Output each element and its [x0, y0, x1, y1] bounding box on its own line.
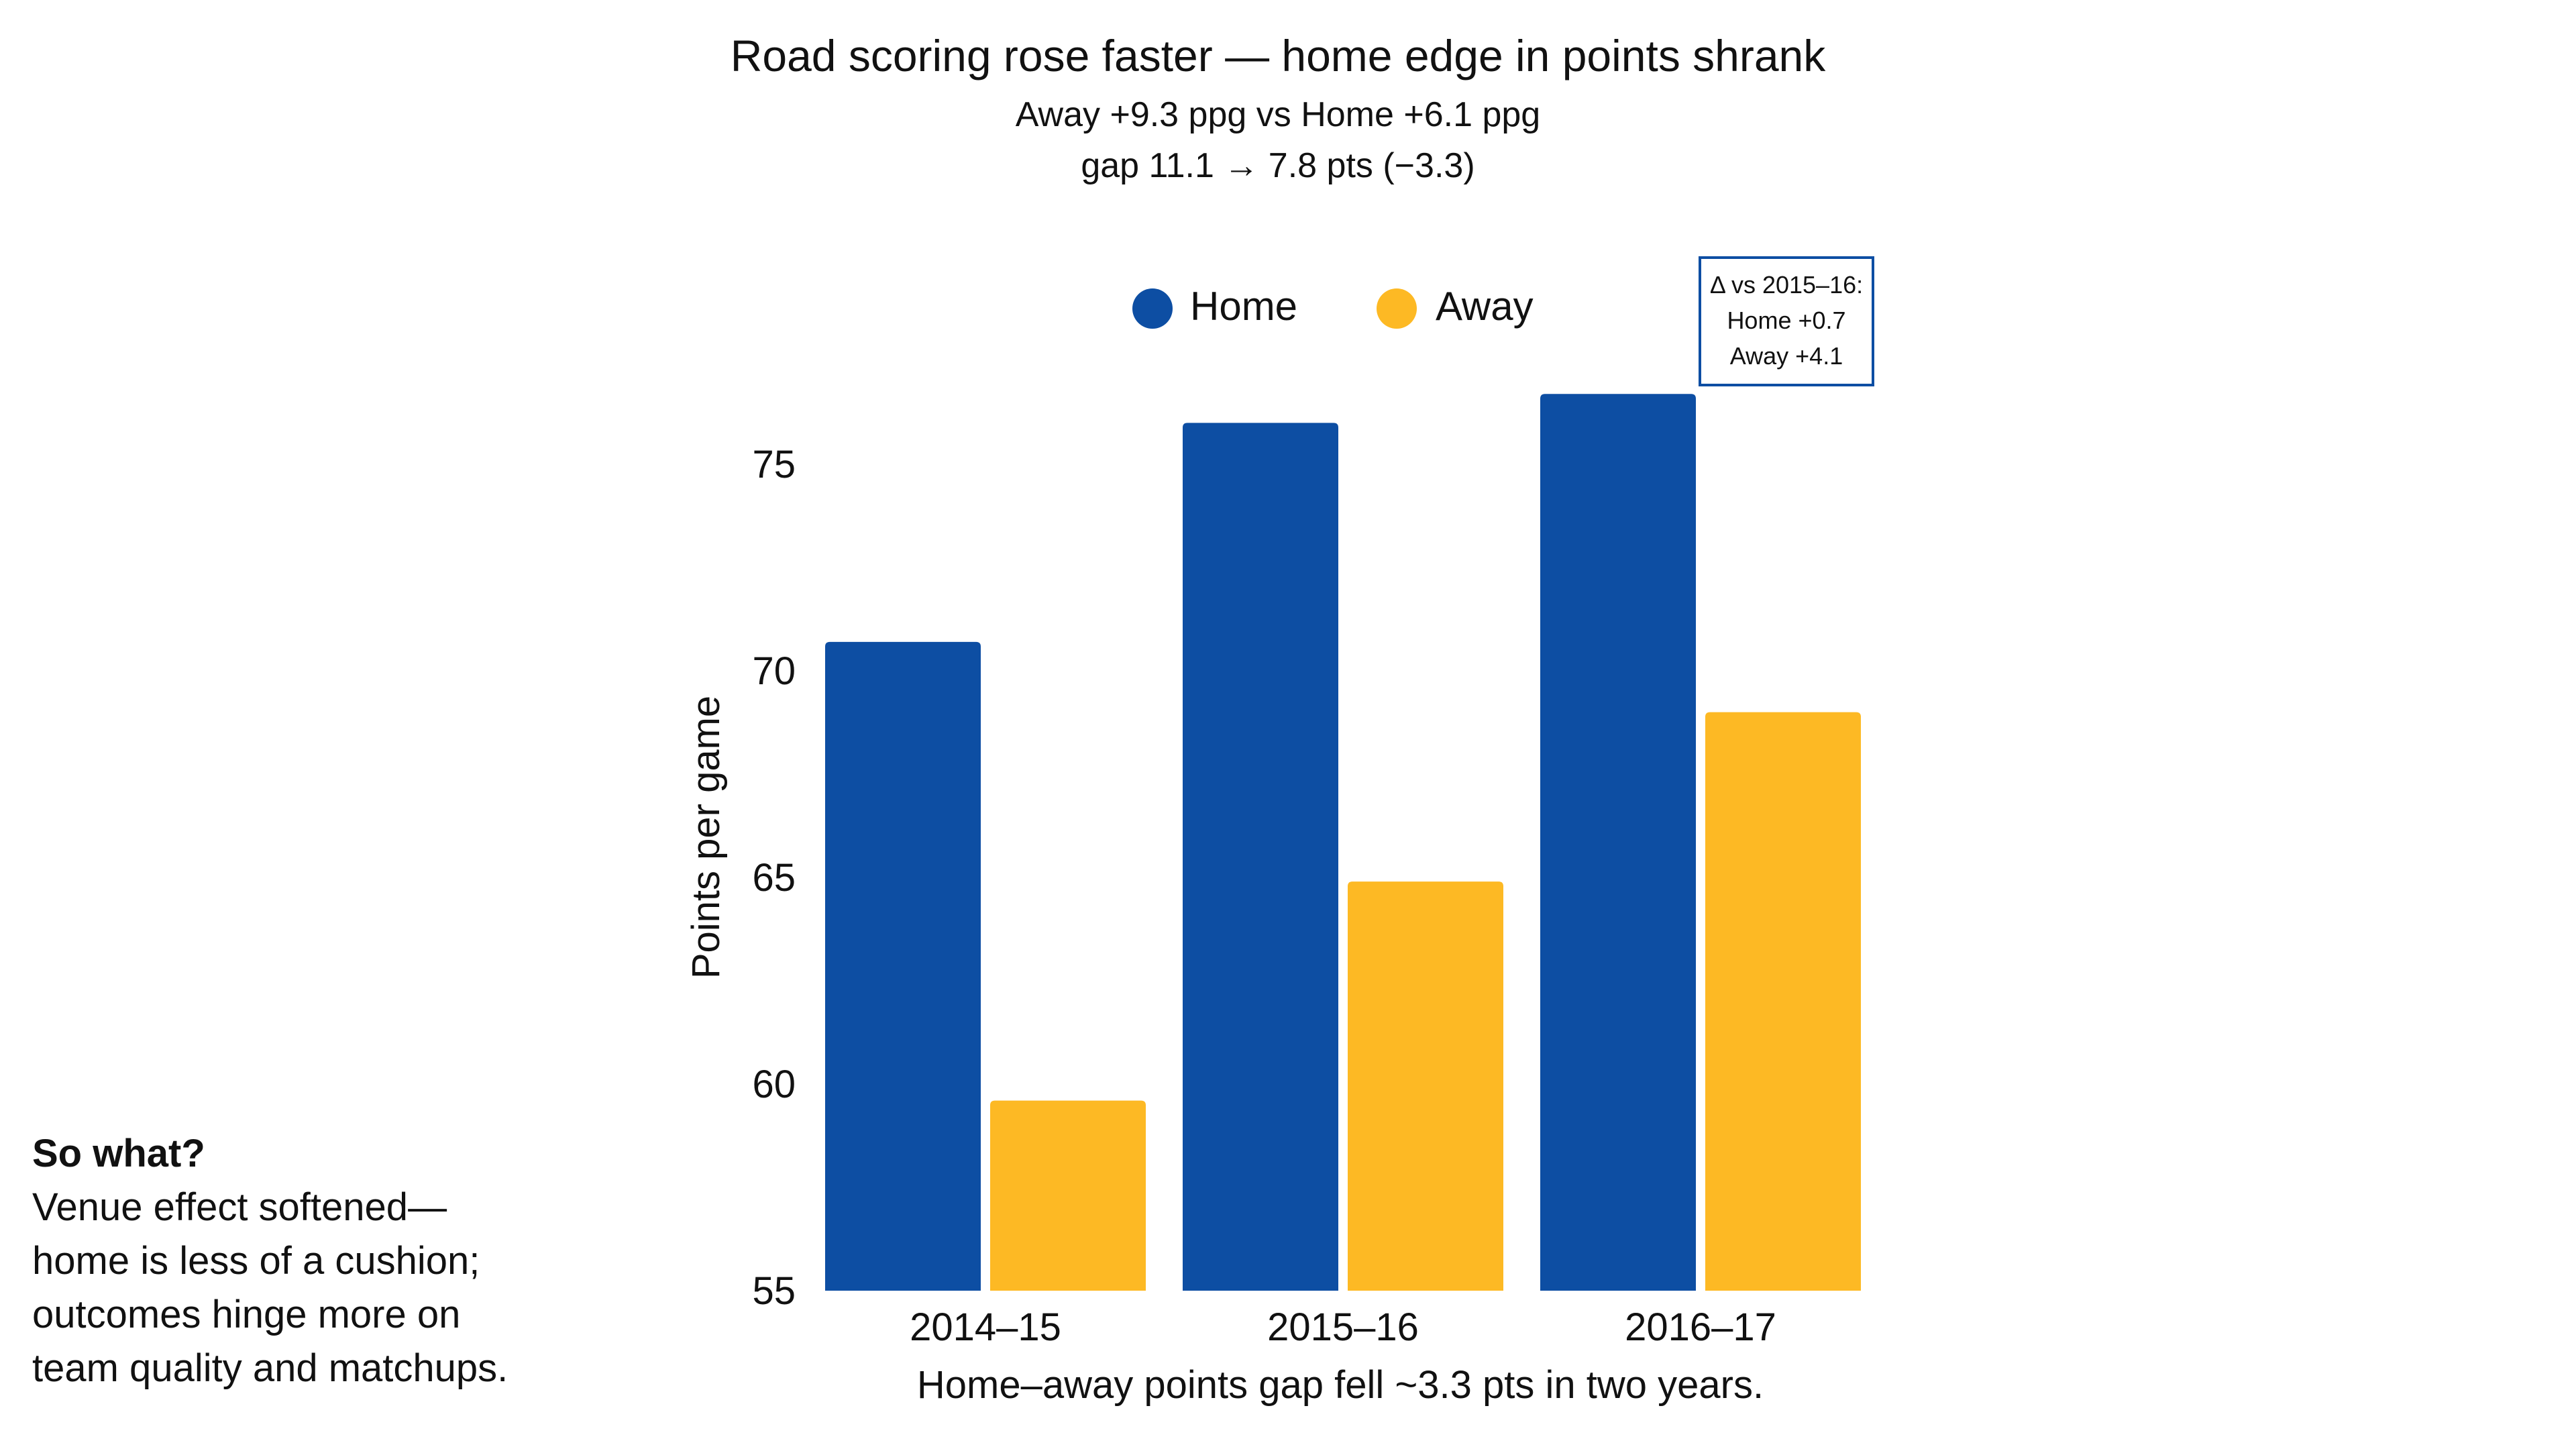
bar-home-3 — [1540, 394, 1696, 1291]
y-tick-label: 60 — [752, 1063, 796, 1106]
bar-home-1 — [825, 641, 981, 1291]
side-note-line: team quality and matchups. — [32, 1346, 508, 1390]
x-tick-label: 2014–15 — [910, 1305, 1061, 1349]
chart-subtitle-line-1: Away +9.3 ppg vs Home +6.1 ppg — [1016, 95, 1540, 134]
y-axis-ticks: 55 60 65 70 75 — [752, 443, 796, 1313]
y-axis-label: Points per game — [684, 696, 728, 979]
side-note-heading: So what? — [32, 1132, 205, 1175]
side-note-line: outcomes hinge more on — [32, 1293, 461, 1336]
side-note-line: Venue effect softened— — [32, 1185, 447, 1229]
delta-annotation-line-2: Home +0.7 — [1727, 307, 1845, 334]
x-tick-label: 2016–17 — [1625, 1305, 1776, 1349]
bar-away-2 — [1348, 881, 1503, 1291]
x-axis-ticks: 2014–15 2015–16 2016–17 — [910, 1305, 1776, 1349]
legend-marker-home — [1132, 288, 1173, 329]
y-tick-label: 75 — [752, 443, 796, 486]
bars — [825, 394, 1861, 1291]
bar-away-3 — [1705, 712, 1861, 1291]
side-note-line: home is less of a cushion; — [32, 1239, 480, 1283]
x-tick-label: 2015–16 — [1267, 1305, 1419, 1349]
chart-title: Road scoring rose faster — home edge in … — [731, 31, 1827, 80]
delta-annotation: Δ vs 2015–16: Home +0.7 Away +4.1 — [1699, 256, 1874, 386]
delta-annotation-box — [1699, 256, 1874, 386]
side-note: So what? Venue effect softened— home is … — [32, 1127, 582, 1395]
y-tick-label: 55 — [752, 1269, 796, 1313]
chart-subtitle-line-2: gap 11.1 → 7.8 pts (−3.3) — [1081, 146, 1474, 185]
y-tick-label: 70 — [752, 649, 796, 693]
delta-annotation-line-3: Away +4.1 — [1730, 342, 1843, 370]
legend-marker-away — [1377, 288, 1417, 329]
bar-home-2 — [1183, 423, 1338, 1291]
legend-label-away: Away — [1436, 284, 1534, 329]
x-axis-label: Home–away points gap fell ~3.3 pts in tw… — [917, 1363, 1764, 1407]
delta-annotation-line-1: Δ vs 2015–16: — [1710, 271, 1863, 299]
bar-away-1 — [990, 1100, 1146, 1291]
legend: Home Away — [1132, 284, 1534, 329]
legend-label-home: Home — [1190, 284, 1297, 329]
y-tick-label: 65 — [752, 856, 796, 900]
